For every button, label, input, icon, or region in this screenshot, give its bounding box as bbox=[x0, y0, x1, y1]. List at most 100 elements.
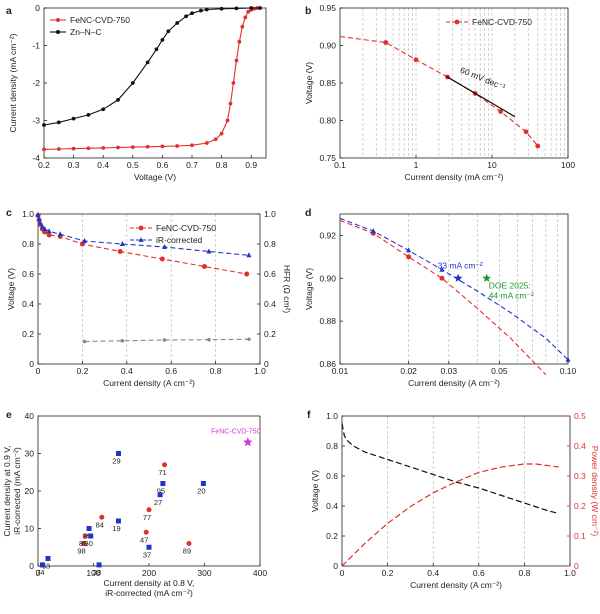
literature-point bbox=[45, 556, 51, 561]
y-tick-label: 0.2 bbox=[264, 329, 276, 339]
x-tick-label: 0.02 bbox=[400, 366, 417, 376]
x-tick-label: 0.10 bbox=[560, 366, 577, 376]
y-axis-label: Current density (mA cm⁻²) bbox=[8, 33, 18, 132]
y-tick-label: 0.4 bbox=[326, 501, 338, 511]
literature-point bbox=[160, 481, 166, 486]
x-tick-label: 0.6 bbox=[473, 568, 485, 578]
literature-point bbox=[39, 562, 45, 568]
ir-corrected-line bbox=[37, 214, 249, 256]
fenc-point bbox=[130, 145, 135, 150]
point-label: 30 bbox=[85, 539, 93, 548]
zn-n-c-line bbox=[43, 7, 261, 126]
point-label: 47 bbox=[140, 535, 148, 544]
y-axis-label: Voltage (V) bbox=[6, 268, 16, 310]
y-tick-label: 0.2 bbox=[326, 531, 338, 541]
fenc-point bbox=[237, 39, 242, 44]
point-label: 89 bbox=[183, 547, 191, 556]
y-tick-label: 0.90 bbox=[319, 273, 336, 283]
panel-f: 0 0.2 0.4 0.6 0.8 1.000.20.40.60.81.000.10.20… bbox=[307, 409, 600, 590]
fenc-point bbox=[56, 147, 61, 151]
point-label: 77 bbox=[143, 513, 151, 522]
y-tick-label: 0.92 bbox=[319, 230, 336, 240]
ir-corrected-point bbox=[206, 248, 212, 254]
literature-point bbox=[146, 544, 152, 550]
x-tick-label: 0.6 bbox=[156, 160, 168, 170]
literature-point bbox=[99, 514, 105, 520]
x-tick-label: 1.0 bbox=[564, 568, 576, 578]
y-tick-label: 0.86 bbox=[319, 359, 336, 369]
point-label: 74 bbox=[36, 568, 44, 577]
y-tick-label: 0.2 bbox=[22, 329, 34, 339]
y-tick-label: 0.90 bbox=[319, 41, 336, 51]
literature-point bbox=[88, 533, 94, 539]
x-tick-label: 100 bbox=[86, 568, 100, 578]
y-tick-label-right: 0.5 bbox=[574, 411, 586, 421]
panel-a: 0.2 0.3 0.4 0.5 0.6 0.7 0.8 0.9 0 -1 -2 -3 -4 Voltage… bbox=[6, 3, 267, 182]
x-axis-label: Current density (mA cm⁻²) bbox=[405, 172, 504, 182]
y-tick-label: 0.8 bbox=[326, 441, 338, 451]
x-tick-label: 0.2 bbox=[382, 568, 394, 578]
ir-corrected-point bbox=[37, 220, 43, 225]
ir-corrected-point bbox=[82, 238, 88, 243]
y-tick-label: -4 bbox=[32, 153, 40, 163]
fenc-point bbox=[244, 271, 250, 277]
point-label: 71 bbox=[158, 468, 166, 477]
literature-point bbox=[143, 529, 149, 535]
zn-n-c-point bbox=[166, 29, 171, 34]
y-tick-label: 0.4 bbox=[22, 299, 34, 309]
y-tick-label: 0.95 bbox=[319, 3, 336, 13]
legend-marker bbox=[454, 19, 460, 25]
point-label: 19 bbox=[112, 524, 120, 533]
ir-corrected-point bbox=[162, 244, 168, 249]
y-tick-label: 0 bbox=[333, 561, 338, 571]
legend-entry: iR-corrected bbox=[156, 235, 203, 245]
x-tick-label: 0.3 bbox=[68, 160, 80, 170]
literature-point bbox=[115, 451, 121, 456]
x-tick-label: 0.8 bbox=[210, 366, 222, 376]
hfr-point bbox=[162, 338, 167, 342]
doe-target-star bbox=[482, 273, 491, 282]
panel-label: e bbox=[6, 409, 12, 421]
y-tick-label: 10 bbox=[25, 524, 35, 534]
y-tick-label: 20 bbox=[25, 486, 35, 496]
plot-frame bbox=[37, 213, 261, 365]
fenc-point bbox=[145, 144, 150, 149]
literature-point bbox=[82, 533, 88, 539]
x-tick-label: 0.1 bbox=[334, 160, 346, 170]
y-tick-label: 0.8 bbox=[264, 239, 276, 249]
literature-point bbox=[157, 492, 163, 498]
x-axis-label: Voltage (V) bbox=[134, 172, 176, 182]
zn-n-c-point bbox=[71, 116, 76, 121]
panel-label: d bbox=[305, 207, 311, 219]
fenc-point bbox=[228, 101, 233, 106]
ir-corrected-point bbox=[42, 226, 48, 231]
fenc-point bbox=[243, 15, 248, 20]
y-tick-label: 0 bbox=[264, 359, 269, 369]
x-tick-label: 1 bbox=[414, 160, 419, 170]
y-tick-label-right: 0.4 bbox=[574, 441, 586, 451]
zn-n-c-point bbox=[258, 6, 262, 10]
x-tick-label: 200 bbox=[142, 568, 156, 578]
point-label: 20 bbox=[197, 487, 205, 496]
fenc-point bbox=[439, 275, 445, 281]
panel-c: 0 0.2 0.4 0.6 0.8 1.000.20.40.60.81.000.20.40… bbox=[6, 207, 292, 388]
fenc-point bbox=[498, 109, 504, 114]
x-tick-label: 10 bbox=[487, 160, 497, 170]
fenc-point bbox=[406, 254, 412, 260]
x-tick-label: 0.4 bbox=[121, 366, 133, 376]
ir-corrected-line bbox=[339, 217, 569, 361]
fenc-point bbox=[413, 57, 419, 63]
fenc-point bbox=[71, 146, 76, 151]
x-axis-label: iR-corrected (mA cm⁻²) bbox=[105, 588, 193, 598]
point-label: 27 bbox=[154, 498, 162, 507]
x-axis-label: Current density (A cm⁻²) bbox=[408, 378, 500, 388]
fenc-point bbox=[240, 24, 245, 29]
fenc-point bbox=[101, 145, 106, 150]
y-tick-label: 0.4 bbox=[264, 299, 276, 309]
x-tick-label: 0 bbox=[36, 568, 41, 578]
fenc-point bbox=[202, 264, 207, 269]
y-axis-label: Voltage (V) bbox=[310, 470, 320, 512]
y-axis-label: Voltage (V) bbox=[304, 62, 314, 104]
y-tick-label: 0.6 bbox=[264, 269, 276, 279]
doe-annotation: DOE 2025: bbox=[489, 280, 531, 290]
